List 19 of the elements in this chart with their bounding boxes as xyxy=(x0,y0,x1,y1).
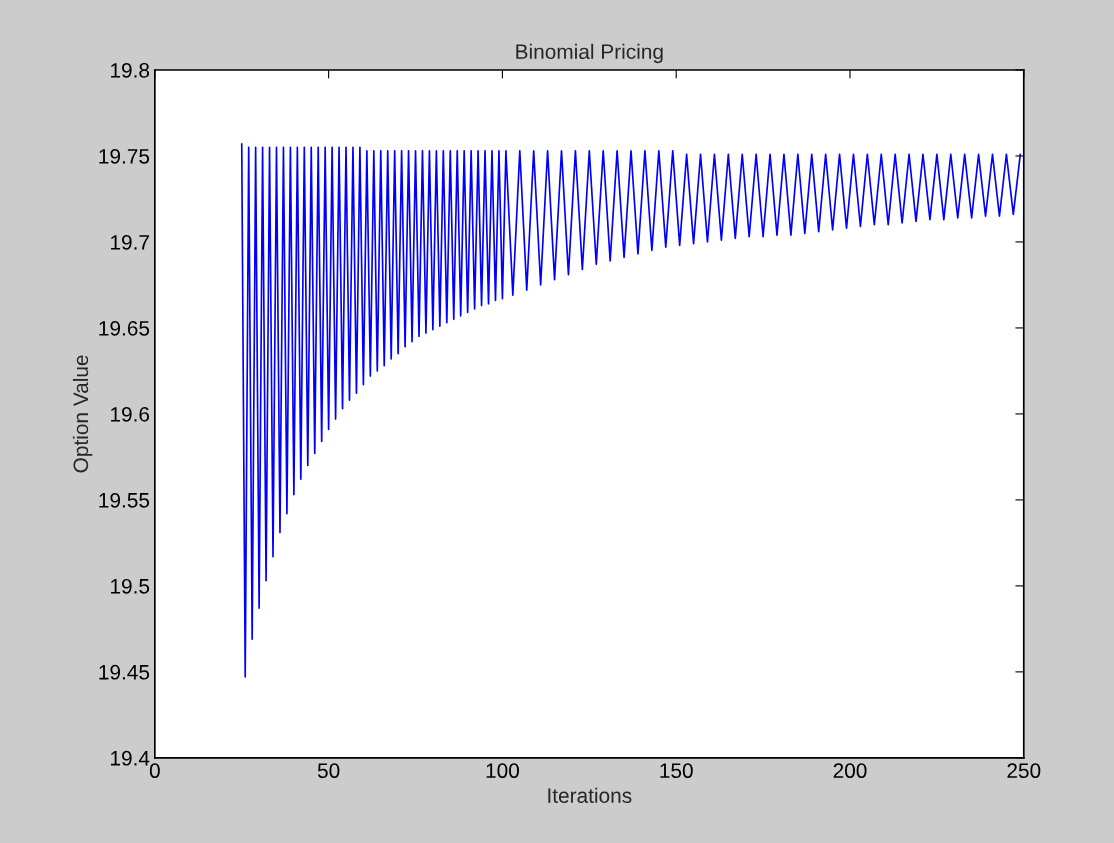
y-tick-label: 19.5 xyxy=(111,578,150,594)
line-series xyxy=(240,143,1022,678)
x-tick-label: 100 xyxy=(486,763,519,779)
chart-title: Binomial Pricing xyxy=(516,43,663,64)
y-tick-label: 19.8 xyxy=(111,62,150,78)
y-tick-label: 19.4 xyxy=(111,750,150,766)
x-tick-label: 250 xyxy=(1007,763,1041,779)
y-axis-title: Option Value xyxy=(72,355,93,473)
y-tick-label: 19.65 xyxy=(99,320,150,336)
x-axis-title: Iterations xyxy=(548,787,632,803)
x-tick-label: 0 xyxy=(149,763,160,779)
y-tick-label: 19.45 xyxy=(99,664,150,680)
x-tick-label: 50 xyxy=(317,763,340,779)
y-tick-label: 19.7 xyxy=(111,234,149,250)
x-tick-label: 200 xyxy=(833,763,867,779)
y-tick-label: 19.55 xyxy=(99,492,150,508)
x-tick-label: 150 xyxy=(660,763,693,779)
y-tick-label: 19.75 xyxy=(99,148,150,164)
y-tick-label: 19.6 xyxy=(111,406,150,422)
